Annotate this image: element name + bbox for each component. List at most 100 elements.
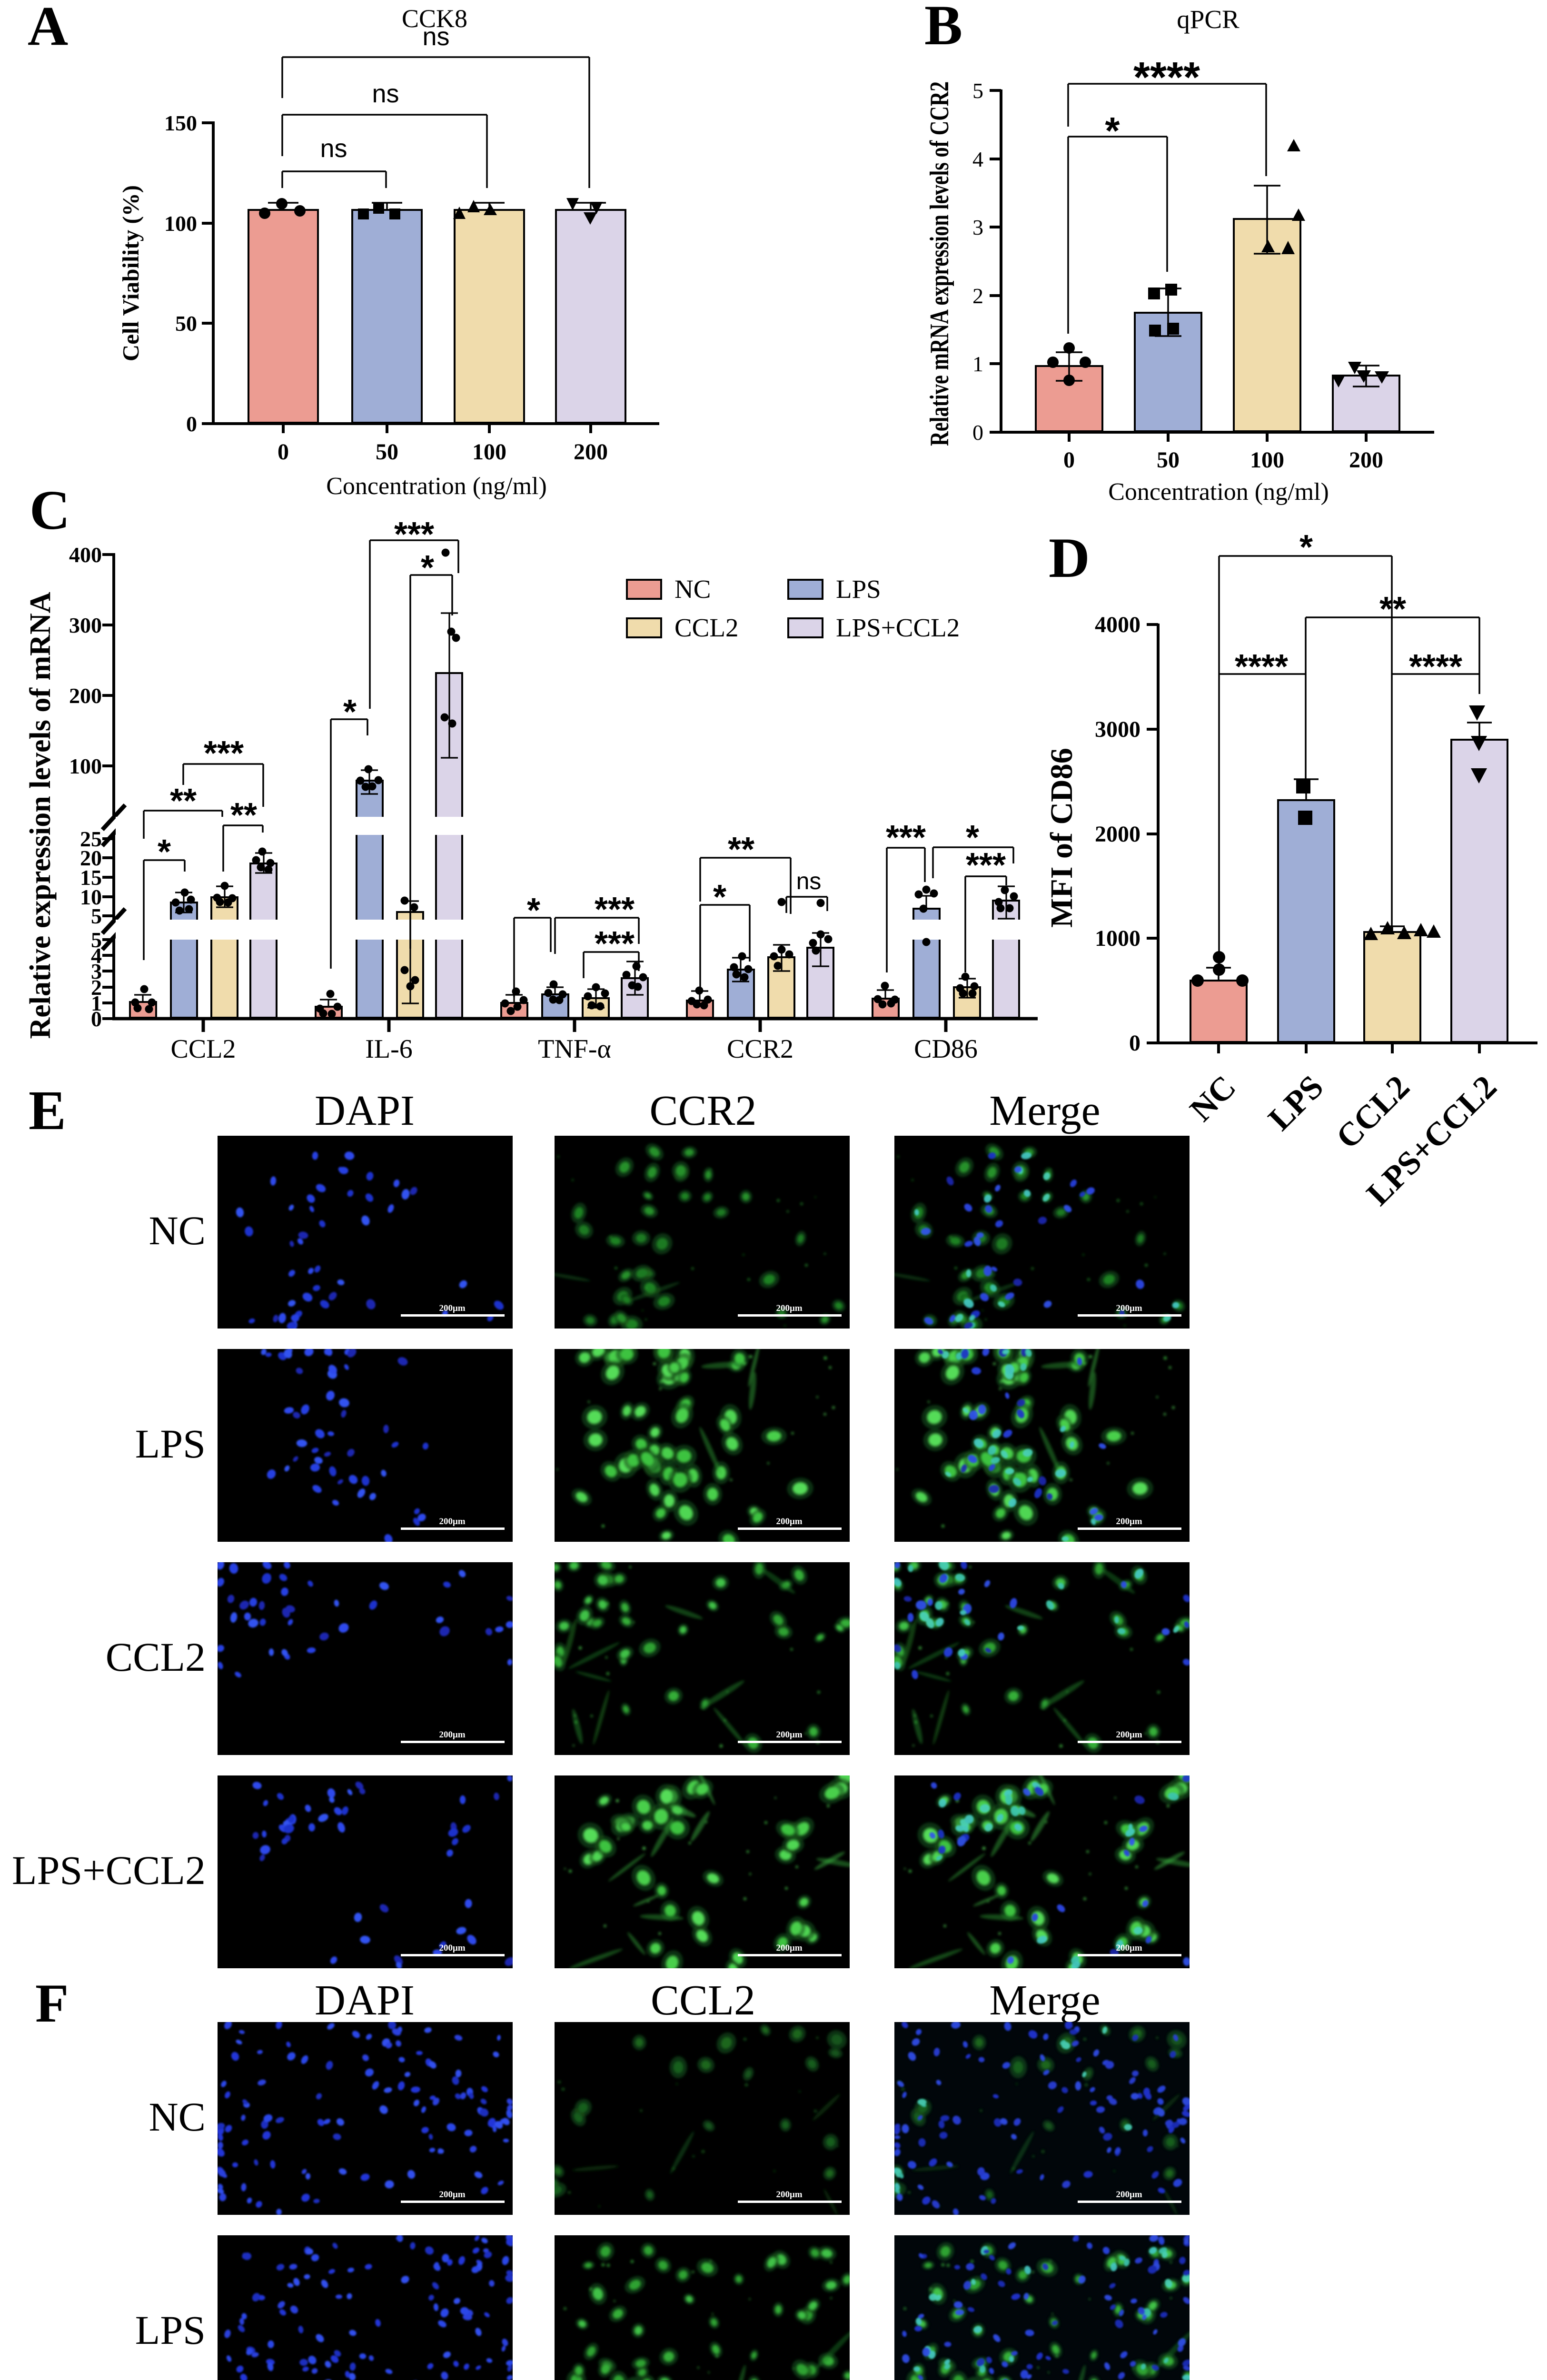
svg-text:400: 400 <box>69 543 102 567</box>
svg-text:CCL2: CCL2 <box>106 1634 206 1680</box>
svg-text:Cell Viability (%): Cell Viability (%) <box>118 185 144 361</box>
svg-text:IL-6: IL-6 <box>365 1034 413 1064</box>
svg-text:E: E <box>29 1079 66 1141</box>
svg-text:0: 0 <box>1063 447 1075 473</box>
svg-text:LPS+CCL2: LPS+CCL2 <box>12 1847 206 1893</box>
svg-text:50: 50 <box>1157 447 1180 473</box>
svg-text:ns: ns <box>796 868 822 894</box>
svg-text:200μm: 200μm <box>439 1943 465 1953</box>
svg-text:C: C <box>30 479 70 541</box>
svg-text:**: ** <box>728 831 754 869</box>
svg-text:***: *** <box>886 819 926 857</box>
svg-text:200μm: 200μm <box>776 1730 802 1740</box>
svg-text:***: *** <box>595 925 635 963</box>
svg-text:100: 100 <box>164 211 197 236</box>
svg-text:CCK8: CCK8 <box>402 4 467 33</box>
svg-text:300: 300 <box>69 613 102 637</box>
svg-text:200μm: 200μm <box>1116 1943 1142 1953</box>
svg-text:4: 4 <box>972 147 983 171</box>
svg-text:CCL2: CCL2 <box>171 1034 236 1064</box>
svg-text:*: * <box>1299 528 1313 566</box>
svg-text:*: * <box>966 819 979 857</box>
svg-text:NC: NC <box>149 2094 206 2140</box>
svg-text:25: 25 <box>80 827 102 851</box>
svg-text:LPS+CCL2: LPS+CCL2 <box>836 613 960 642</box>
svg-text:Relative mRNA expression level: Relative mRNA expression levels of CCR2 <box>925 81 954 446</box>
svg-text:****: **** <box>1409 648 1462 686</box>
svg-text:4: 4 <box>91 943 102 968</box>
svg-text:***: *** <box>595 891 635 929</box>
svg-text:3: 3 <box>972 215 983 239</box>
svg-text:0: 0 <box>972 420 983 445</box>
svg-text:200μm: 200μm <box>1116 1730 1142 1740</box>
svg-text:50: 50 <box>175 311 197 336</box>
svg-text:200μm: 200μm <box>439 1730 465 1740</box>
svg-text:MFI of CD86: MFI of CD86 <box>1044 748 1079 928</box>
svg-text:***: *** <box>394 516 434 554</box>
svg-text:0: 0 <box>186 412 197 436</box>
svg-text:200: 200 <box>1349 447 1383 473</box>
svg-text:0: 0 <box>1129 1031 1140 1056</box>
svg-text:200μm: 200μm <box>776 1943 802 1953</box>
svg-text:3000: 3000 <box>1095 717 1140 742</box>
svg-text:D: D <box>1049 526 1090 589</box>
svg-text:200: 200 <box>69 684 102 708</box>
svg-text:200μm: 200μm <box>439 1517 465 1527</box>
svg-text:****: **** <box>1133 54 1200 101</box>
svg-text:ns: ns <box>372 79 399 108</box>
svg-text:5: 5 <box>91 928 102 952</box>
svg-text:***: *** <box>204 734 244 773</box>
svg-text:LPS: LPS <box>1261 1069 1330 1138</box>
svg-text:CD86: CD86 <box>914 1034 978 1064</box>
svg-text:*: * <box>421 549 434 587</box>
svg-text:150: 150 <box>164 111 197 135</box>
svg-text:200μm: 200μm <box>1116 2190 1142 2200</box>
svg-text:qPCR: qPCR <box>1177 5 1240 34</box>
svg-text:Concentration (ng/ml): Concentration (ng/ml) <box>326 473 547 500</box>
svg-text:LPS: LPS <box>836 575 881 604</box>
svg-text:200: 200 <box>574 439 608 465</box>
svg-text:2: 2 <box>972 284 983 308</box>
svg-text:5: 5 <box>91 904 102 928</box>
svg-text:CCR2: CCR2 <box>727 1034 793 1064</box>
svg-text:200μm: 200μm <box>776 2190 802 2200</box>
svg-text:Relative expression levels of: Relative expression levels of mRNA <box>24 592 57 1039</box>
svg-text:200μm: 200μm <box>1116 1303 1142 1313</box>
svg-text:100: 100 <box>69 754 102 778</box>
svg-text:DAPI: DAPI <box>315 1977 415 2024</box>
svg-text:100: 100 <box>472 439 506 465</box>
svg-text:ns: ns <box>422 22 449 51</box>
svg-text:2000: 2000 <box>1095 822 1140 847</box>
svg-text:**: ** <box>170 782 197 820</box>
svg-text:LPS: LPS <box>135 2307 206 2353</box>
svg-text:NC: NC <box>149 1208 206 1253</box>
svg-text:2: 2 <box>91 975 102 1000</box>
svg-text:Merge: Merge <box>989 1977 1100 2024</box>
svg-text:A: A <box>28 0 68 57</box>
svg-text:20: 20 <box>80 846 102 870</box>
svg-text:*: * <box>1105 109 1120 152</box>
svg-text:NC: NC <box>674 575 711 604</box>
svg-text:3: 3 <box>91 959 102 983</box>
svg-text:1: 1 <box>972 352 983 376</box>
svg-text:1: 1 <box>91 991 102 1015</box>
svg-text:*: * <box>713 878 726 916</box>
svg-text:CCL2: CCL2 <box>674 613 738 642</box>
svg-text:**: ** <box>230 796 257 834</box>
svg-text:200μm: 200μm <box>439 2190 465 2200</box>
svg-text:TNF-α: TNF-α <box>538 1034 611 1064</box>
svg-text:****: **** <box>1235 648 1288 686</box>
svg-text:CCL2: CCL2 <box>651 1977 755 2024</box>
svg-text:0: 0 <box>278 439 289 465</box>
svg-text:*: * <box>158 833 171 871</box>
svg-text:ns: ns <box>320 134 347 163</box>
svg-text:Concentration (ng/ml): Concentration (ng/ml) <box>1108 478 1329 506</box>
svg-text:F: F <box>35 1973 69 2033</box>
svg-text:15: 15 <box>80 865 102 890</box>
svg-text:***: *** <box>966 846 1006 884</box>
svg-text:100: 100 <box>1250 447 1284 473</box>
svg-text:DAPI: DAPI <box>315 1087 415 1134</box>
svg-text:B: B <box>924 0 962 57</box>
svg-text:10: 10 <box>80 885 102 909</box>
svg-text:5: 5 <box>972 79 983 103</box>
